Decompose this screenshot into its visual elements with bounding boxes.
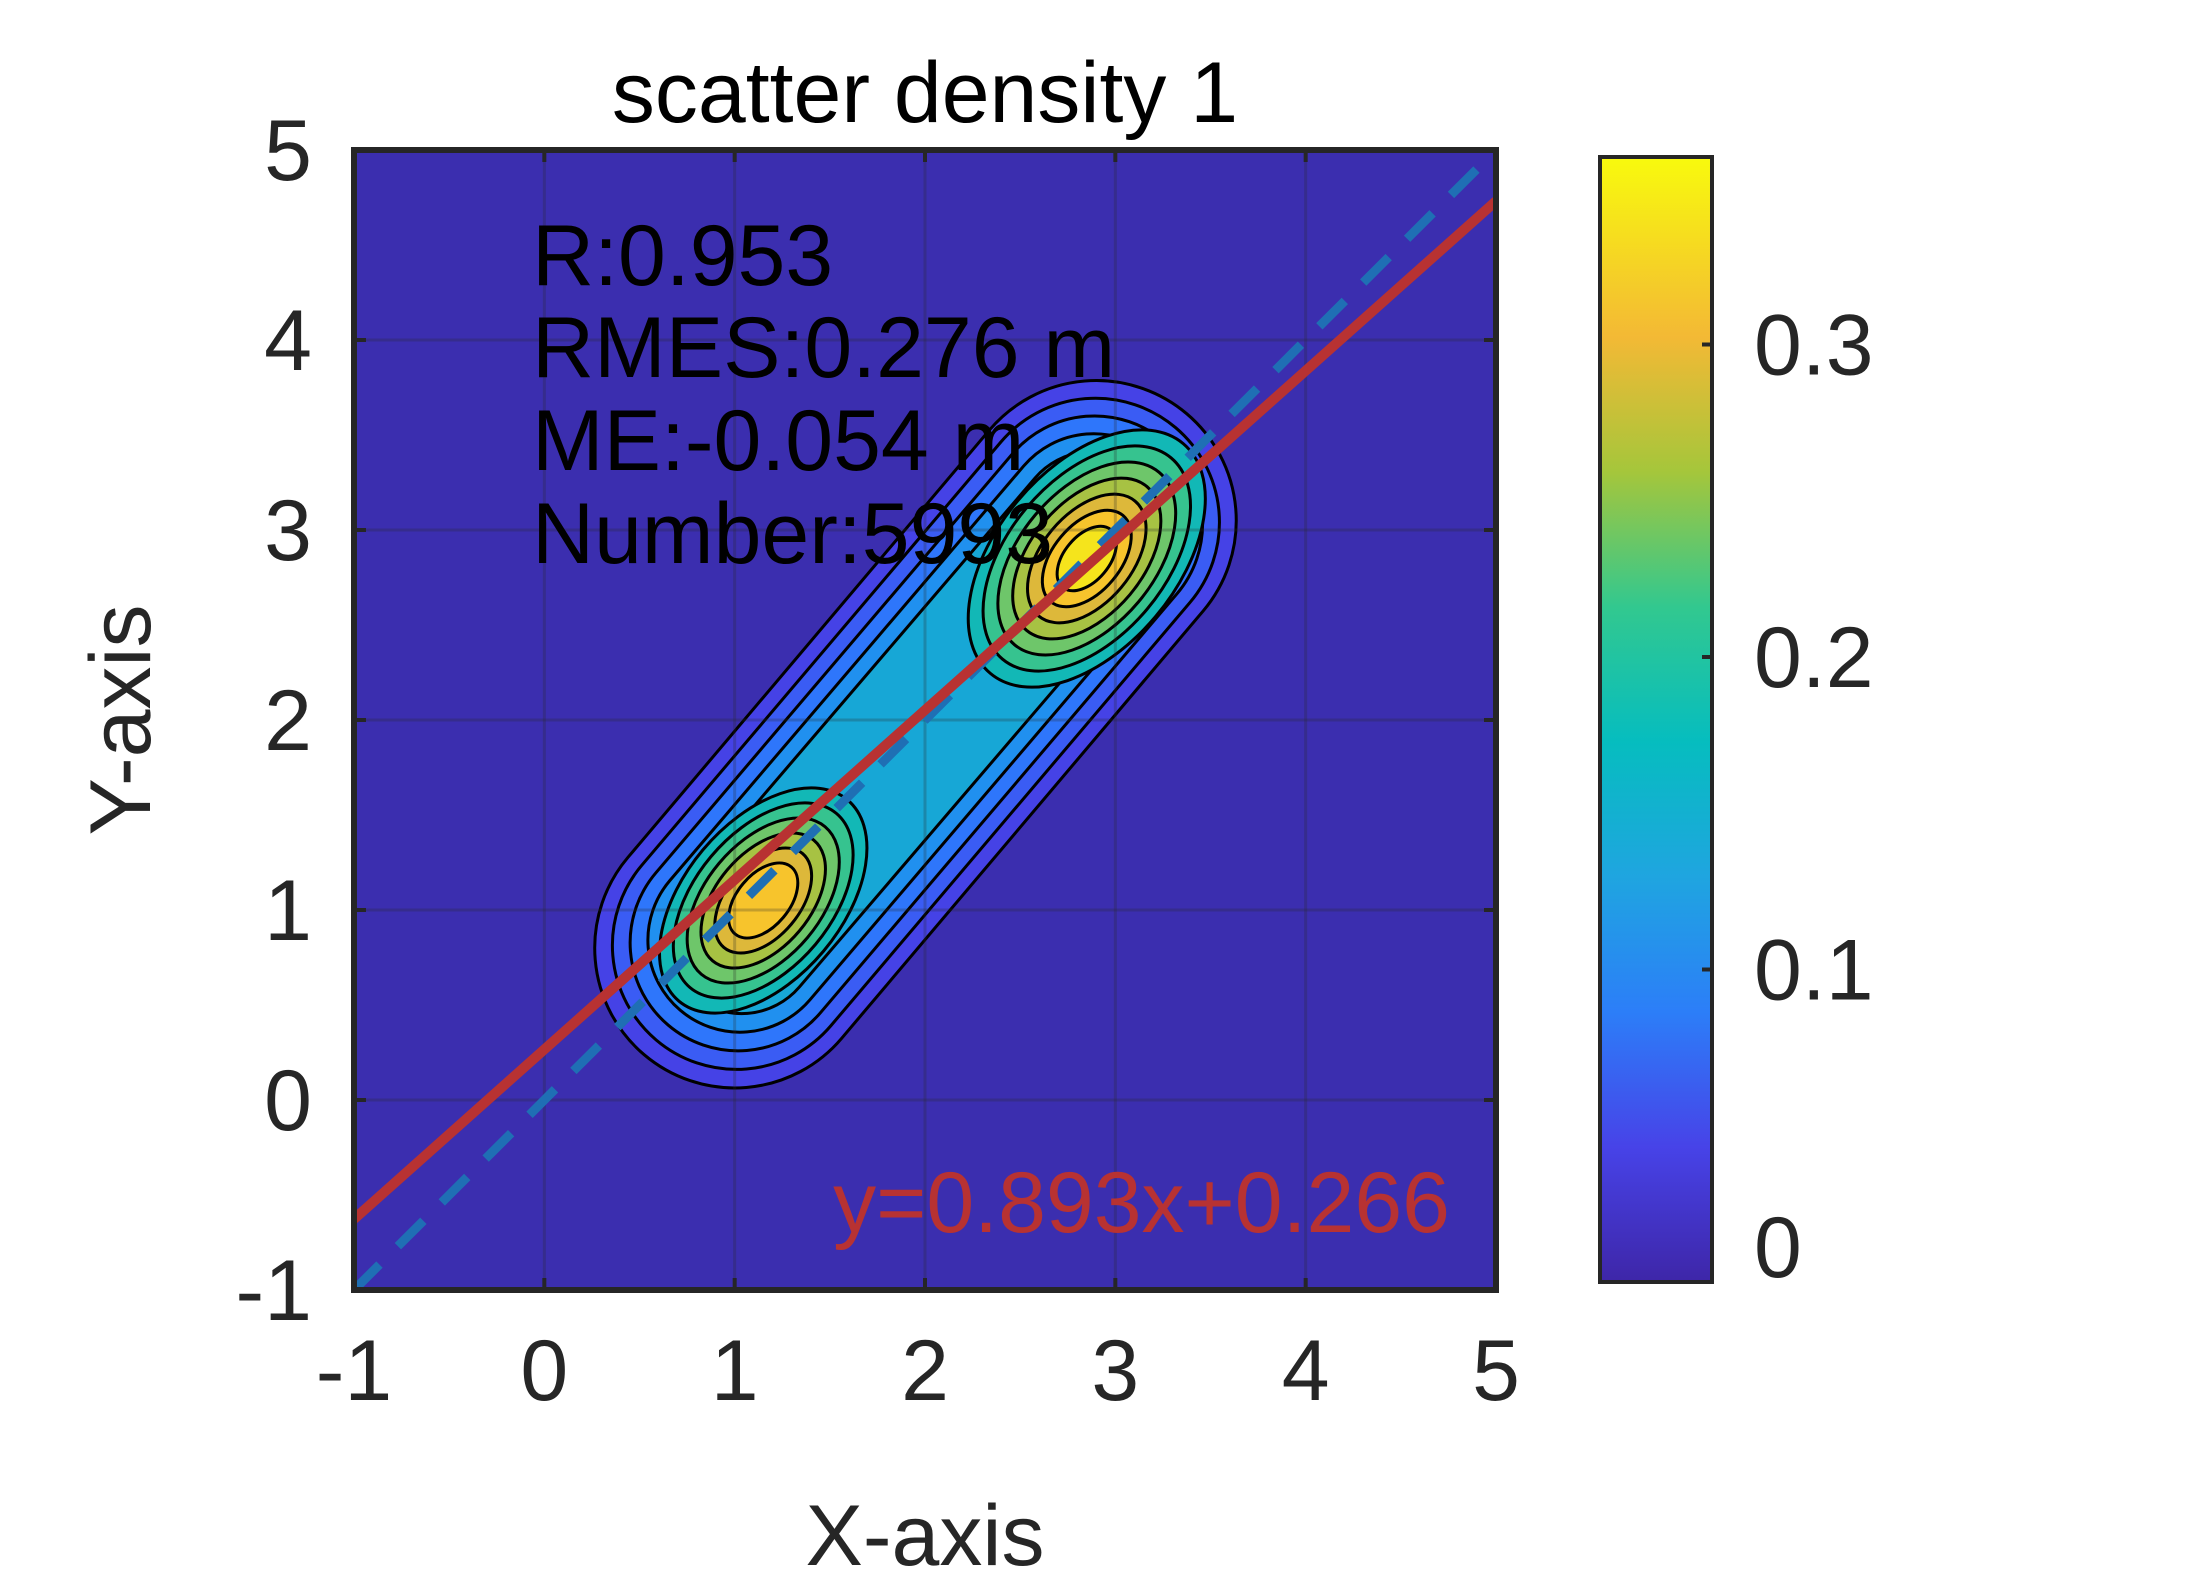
stat-number: Number:5993	[532, 486, 1053, 582]
x-tick-label: 2	[901, 1323, 949, 1419]
y-tick-label: 1	[264, 863, 312, 959]
y-tick-labels: -1 0 1 2 3 4 5	[236, 103, 312, 1339]
y-tick-label: 4	[264, 293, 312, 389]
stat-r: R:0.953	[532, 208, 833, 304]
x-tick-label: 0	[520, 1323, 568, 1419]
fit-line	[354, 197, 1496, 1223]
x-axis-label: X-axis	[806, 1488, 1045, 1575]
y-tick-label: 2	[264, 673, 312, 769]
stats-annotation: R:0.953 RMES:0.276 m ME:-0.054 m Number:…	[532, 208, 1115, 582]
colorbar	[1598, 155, 1714, 1284]
y-axis-label: Y-axis	[73, 604, 169, 835]
colorbar-ticks	[1702, 342, 1712, 1284]
colorbar-tick-label: 0.3	[1754, 298, 1874, 394]
x-tick-label: 1	[711, 1323, 759, 1419]
regression-lines	[354, 150, 1496, 1290]
y-tick-label: 5	[264, 103, 312, 199]
colorbar-tick-label: 0.1	[1754, 923, 1874, 1019]
x-tick-label: -1	[316, 1323, 392, 1419]
colorbar-tick-label: 0.2	[1754, 610, 1874, 706]
x-tick-labels: -1 0 1 2 3 4 5	[316, 1323, 1520, 1419]
y-tick-label: 3	[264, 483, 312, 579]
y-tick-label: 0	[264, 1053, 312, 1149]
colorbar-tick-labels: 0 0.1 0.2 0.3	[1754, 298, 1874, 1297]
contour-level	[727, 861, 800, 940]
axis-ticks	[352, 148, 1498, 1292]
y-tick-label: -1	[236, 1243, 312, 1339]
chart-title: scatter density 1	[612, 45, 1238, 141]
fit-equation: y=0.893x+0.266	[833, 1155, 1450, 1251]
x-tick-label: 4	[1282, 1323, 1330, 1419]
stat-rmes: RMES:0.276 m	[532, 300, 1115, 396]
colorbar-tick-label: 0	[1754, 1200, 1802, 1296]
x-tick-label: 3	[1091, 1323, 1139, 1419]
stat-me: ME:-0.054 m	[532, 393, 1024, 489]
reference-line-1to1	[354, 150, 1496, 1290]
x-tick-label: 5	[1472, 1323, 1520, 1419]
